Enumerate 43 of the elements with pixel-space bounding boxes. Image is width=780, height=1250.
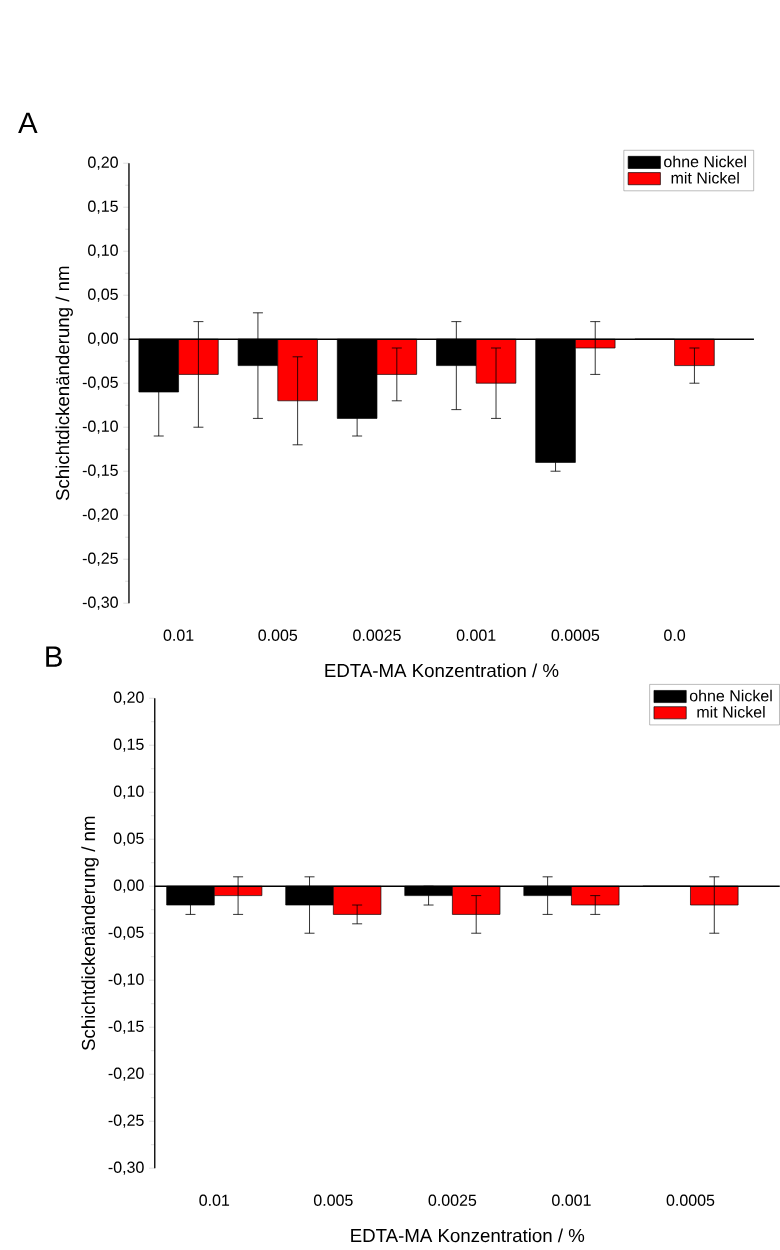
x-tick-label: 0.01 (199, 1194, 229, 1206)
y-tick-label: 0,10 (113, 785, 144, 799)
y-tick-label: 0,20 (113, 691, 144, 705)
chart-title: B (46, 646, 62, 667)
y-tick-label: 0,15 (113, 738, 144, 752)
y-tick-label: -0,25 (82, 552, 118, 566)
x-tick-label: 0.0025 (428, 1194, 476, 1206)
y-tick-label: -0,05 (108, 926, 144, 940)
x-tick-label: 0.001 (456, 629, 496, 641)
y-tick-label: -0,10 (82, 420, 118, 434)
x-tick-label: 0.005 (258, 629, 297, 641)
x-tick-label: 0.0005 (551, 629, 599, 641)
y-tick-label: 0,15 (87, 200, 118, 214)
x-axis-title: EDTA-MA Konzentration / % (325, 663, 559, 678)
y-tick-label: -0,20 (108, 1067, 144, 1081)
legend-label: mit Nickel (697, 705, 765, 718)
y-tick-label: -0,10 (108, 973, 144, 987)
legend-label: ohne Nickel (663, 155, 746, 168)
y-tick-label: -0,20 (82, 508, 118, 522)
x-tick-label: 0.005 (313, 1194, 353, 1206)
y-tick-label: -0,30 (82, 596, 118, 610)
y-tick-label: 0,10 (87, 244, 118, 258)
y-axis-title: Schichtdickenänderung / nm (55, 266, 73, 501)
y-tick-label: -0,05 (82, 376, 118, 390)
y-tick-label: 0,05 (87, 288, 118, 302)
chart-title: A (17, 112, 38, 133)
x-tick-label: 0.01 (163, 629, 194, 641)
y-tick-label: -0,15 (108, 1020, 144, 1034)
x-tick-label: 0.0025 (352, 629, 401, 641)
y-tick-label: 0,05 (113, 832, 144, 846)
y-tick-label: 0,00 (87, 332, 118, 346)
y-tick-label: 0,20 (87, 156, 118, 170)
legend-label: mit Nickel (671, 171, 739, 184)
y-tick-label: 0,00 (113, 879, 144, 893)
y-axis-title: Schichtdickenänderung / nm (81, 816, 99, 1051)
x-tick-label: 0.0005 (666, 1194, 715, 1206)
y-tick-label: -0,15 (82, 464, 118, 478)
y-tick-label: -0,30 (108, 1161, 144, 1175)
x-axis-title: EDTA-MA Konzentration / % (351, 1228, 584, 1243)
y-tick-label: -0,25 (108, 1114, 144, 1128)
x-tick-label: 0.0 (663, 629, 685, 641)
legend-label: ohne Nickel (689, 689, 772, 702)
x-tick-label: 0.001 (551, 1194, 591, 1206)
